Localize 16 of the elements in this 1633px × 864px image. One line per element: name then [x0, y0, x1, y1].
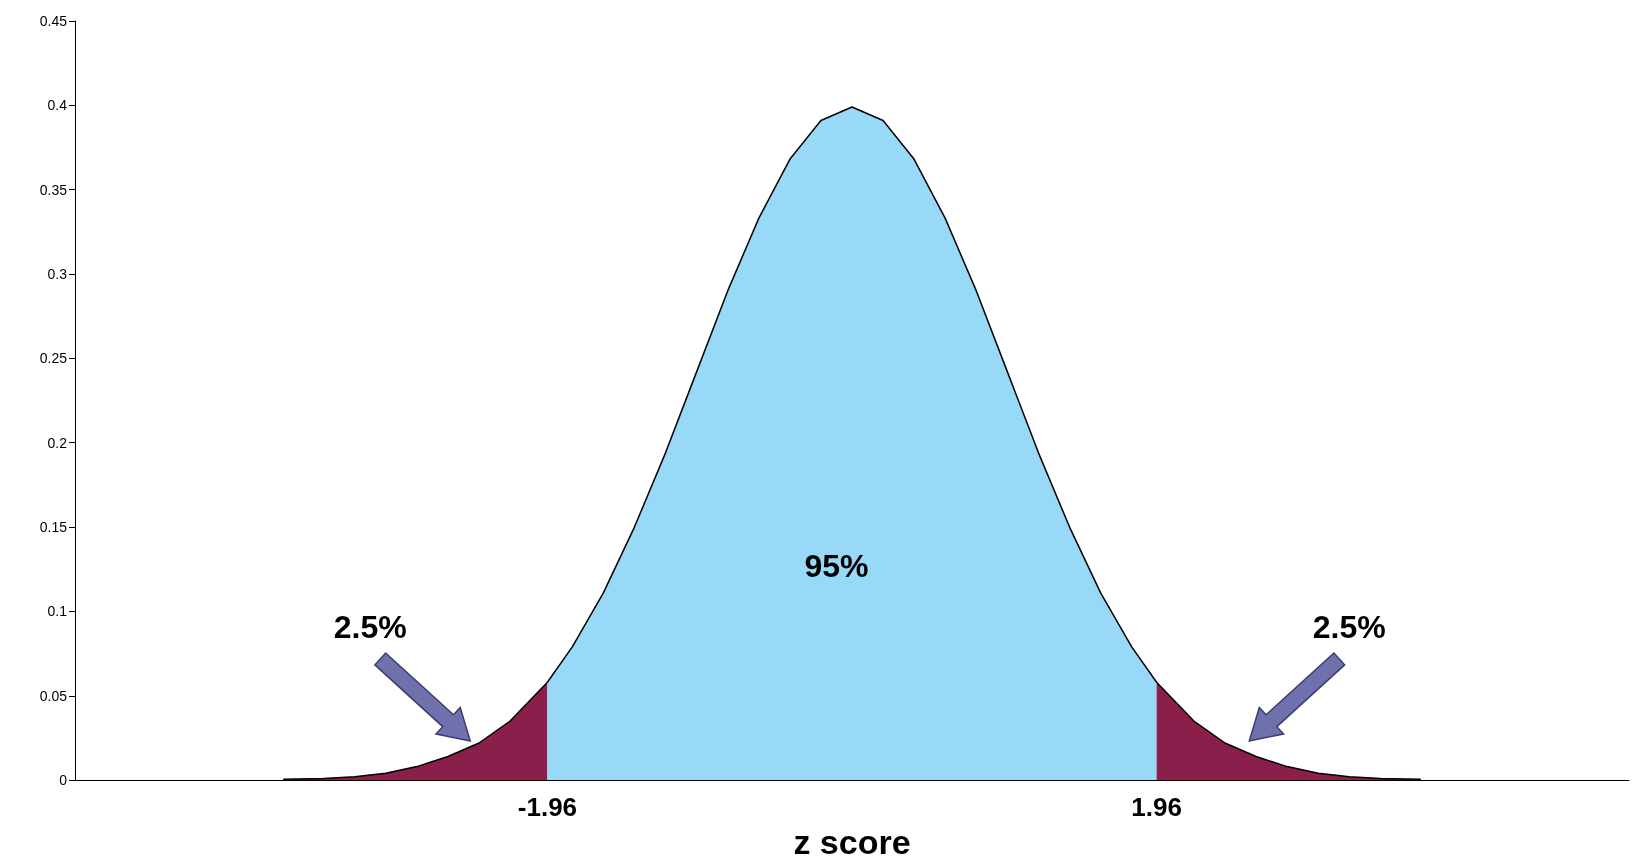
- annotation: 2.5%: [333, 608, 407, 645]
- x-axis-title: z score: [793, 823, 911, 861]
- x-tick-label: -1.96: [517, 792, 578, 823]
- x-tick-label: 1.96: [1131, 792, 1182, 823]
- annotation: 95%: [804, 547, 869, 584]
- y-tick-label: 0.15: [39, 519, 68, 536]
- y-tick-label: 0.1: [47, 603, 68, 620]
- annotation: 2.5%: [1312, 608, 1386, 645]
- y-tick-label: 0.4: [47, 97, 68, 114]
- y-tick-label: 0.3: [47, 266, 68, 283]
- y-tick-label: 0.25: [39, 350, 68, 367]
- y-tick-label: 0.2: [47, 434, 68, 451]
- y-tick-label: 0.35: [39, 181, 68, 198]
- y-tick-label: 0.05: [39, 687, 68, 704]
- y-tick-label: 0: [59, 772, 68, 789]
- y-tick-label: 0.45: [39, 13, 68, 29]
